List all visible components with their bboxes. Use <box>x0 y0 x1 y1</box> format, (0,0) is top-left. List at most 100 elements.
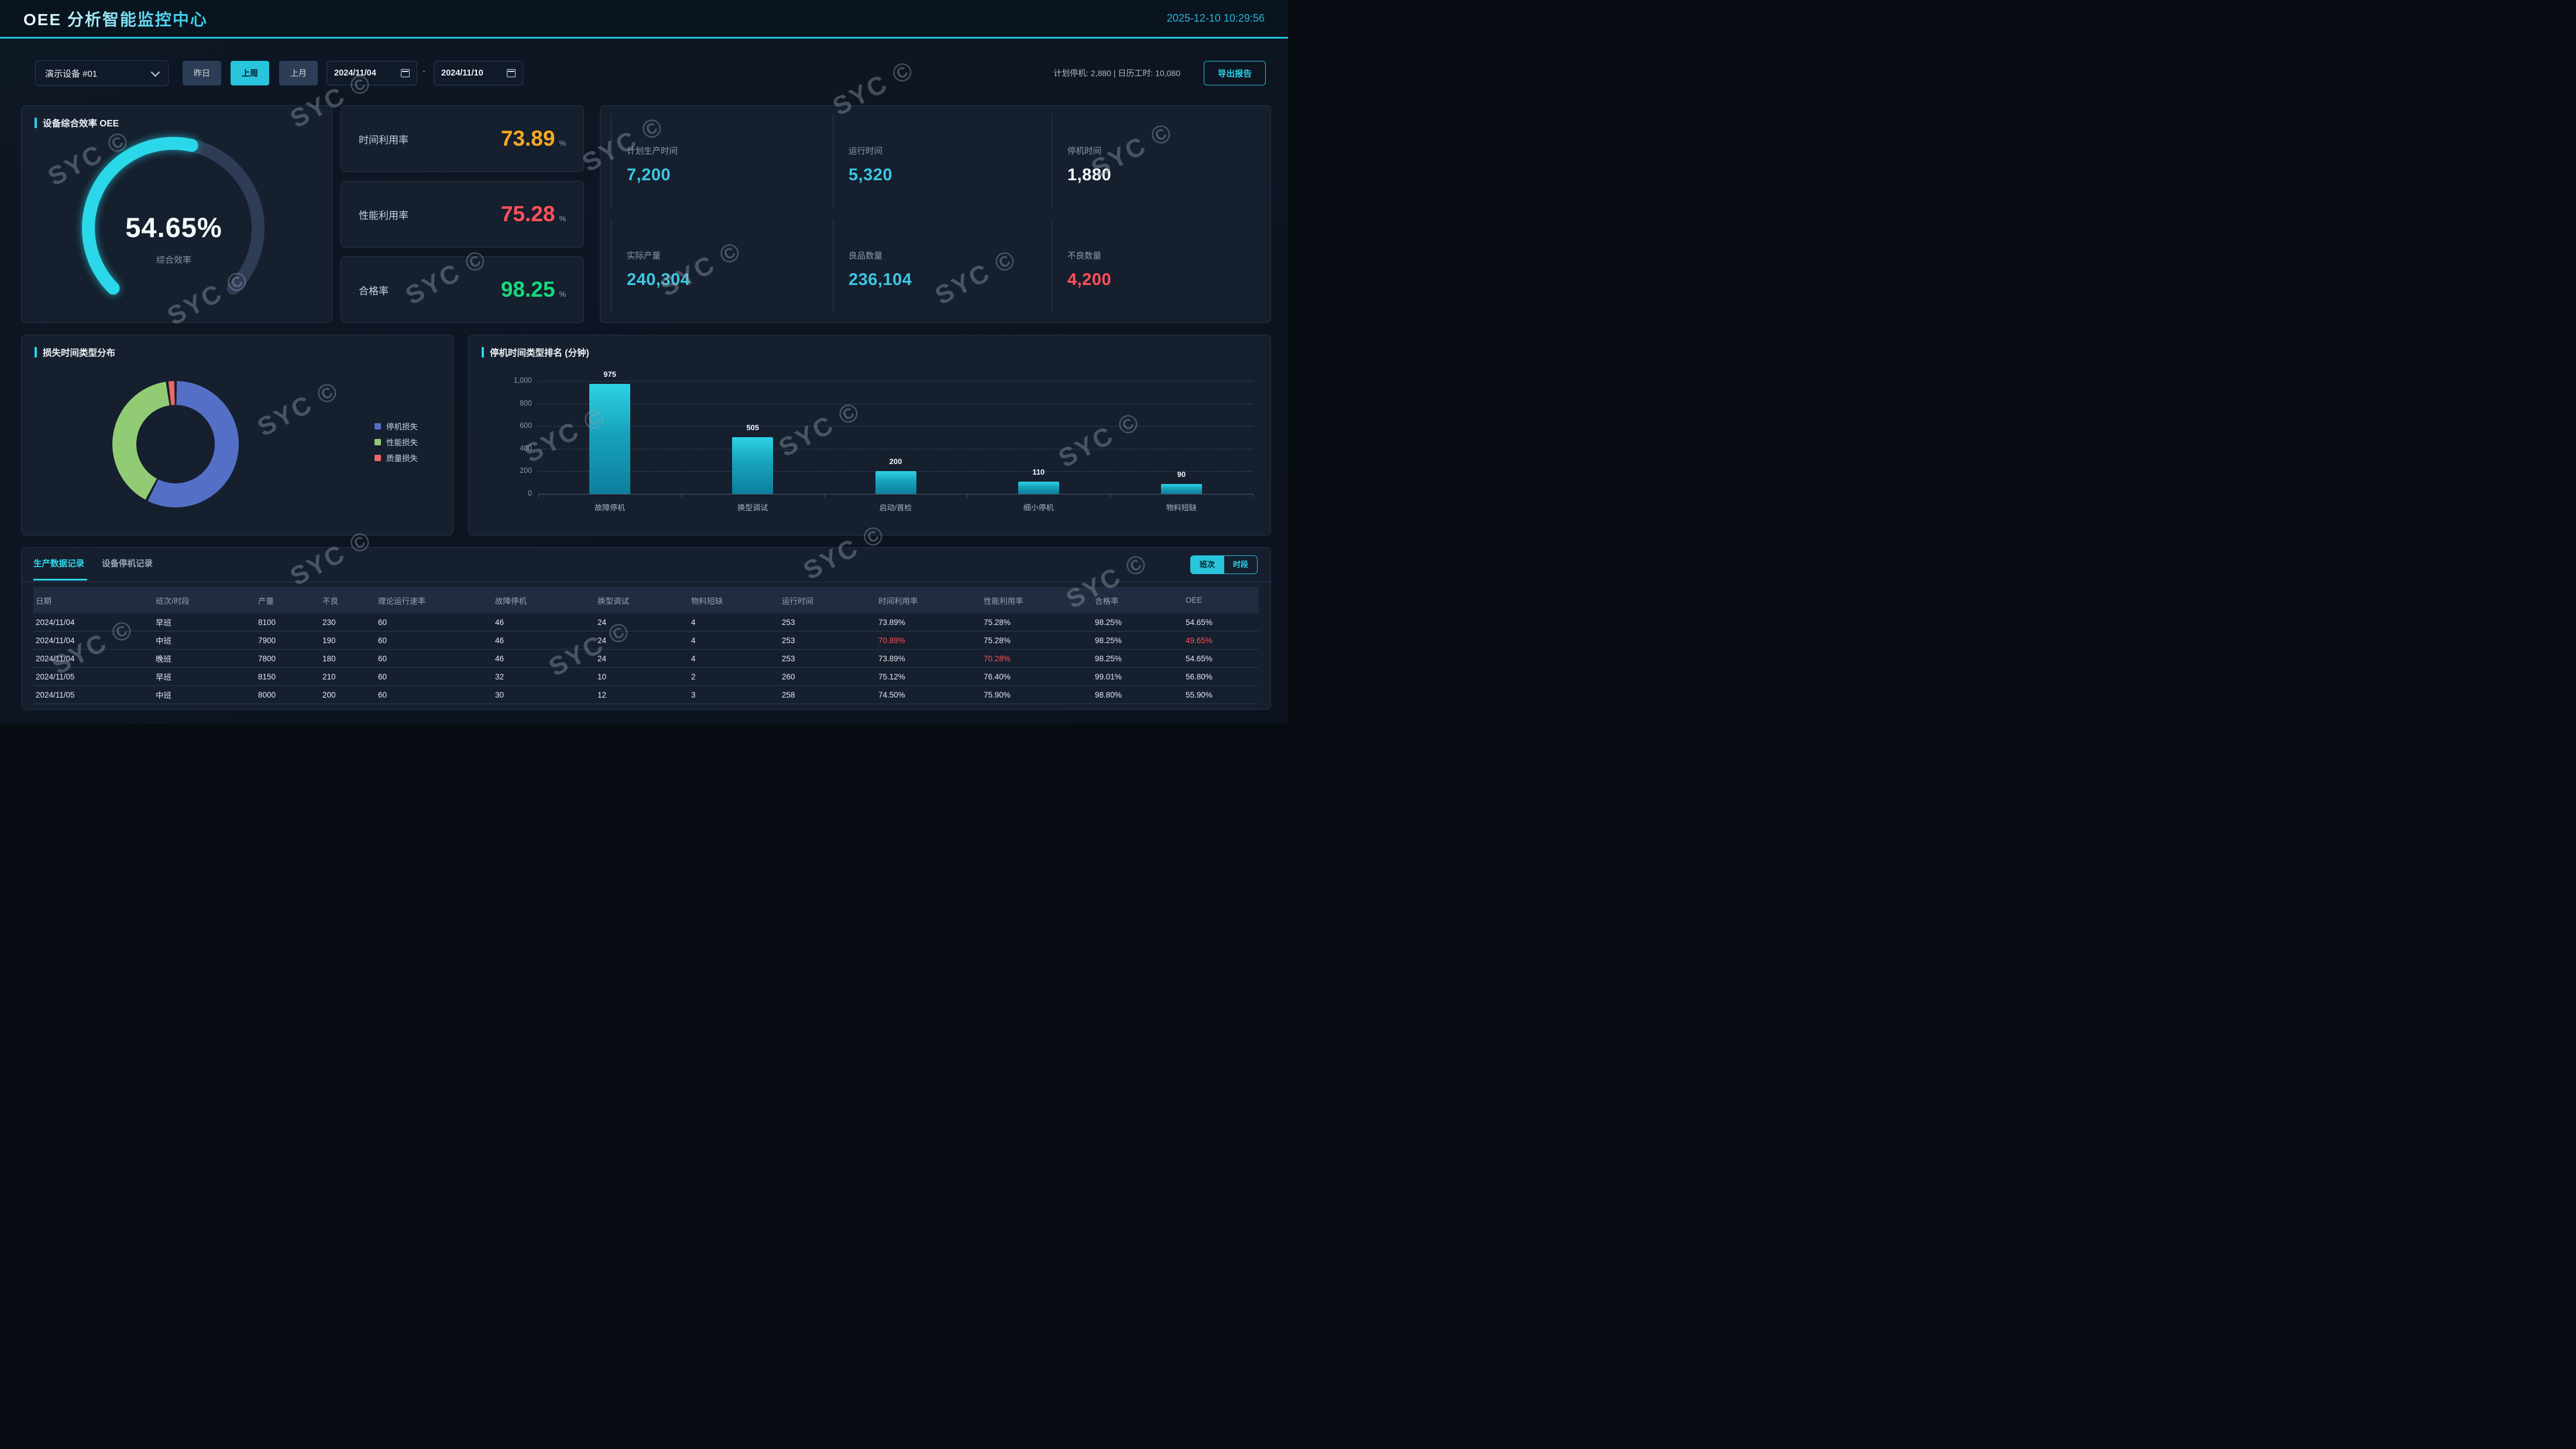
table-row[interactable]: 2024/11/05 中班 8000 200 60 30 12 3 258 74.50% 75.90… <box>33 686 1259 704</box>
table-cell: 73.89% <box>878 617 905 627</box>
range-button-2[interactable]: 上月 <box>279 61 318 85</box>
y-axis-tick-label: 200 <box>520 466 532 475</box>
column-header: 班次/时段 <box>156 596 190 606</box>
table-cell: 60 <box>378 636 387 645</box>
toolbar: 演示设备 #01 2024/11/04 - 2024/11/10 计划停机: 2… <box>0 60 1288 87</box>
table-cell: 253 <box>782 654 795 663</box>
column-header: 产量 <box>258 596 274 606</box>
toggle-period-button[interactable]: 时段 <box>1224 555 1258 574</box>
legend-label: 质量损失 <box>386 454 418 463</box>
table-cell: 60 <box>378 654 387 663</box>
downtime-bar-card: 停机时间类型排名 (分钟) 0 200 400 600 800 1,000 975 故障停机 5… <box>468 335 1271 535</box>
legend-item-2[interactable]: 质量损失 <box>375 452 418 463</box>
table-row[interactable]: 2024/11/04 中班 7900 190 60 46 24 4 253 70.89% 75.28… <box>33 631 1259 650</box>
y-axis-tick-label: 600 <box>520 421 532 430</box>
table-cell: 70.28% <box>984 654 1011 663</box>
table-cell: 73.89% <box>878 654 905 663</box>
column-header: 性能利用率 <box>984 596 1023 606</box>
table-cell: 70.89% <box>878 636 905 645</box>
rate-card-value-row: 98.25% <box>501 277 566 302</box>
table-row[interactable]: 2024/11/04 早班 8100 230 60 46 24 4 253 73.89% 75.28… <box>33 613 1259 631</box>
device-select[interactable]: 演示设备 #01 <box>35 60 169 86</box>
range-button-0[interactable]: 昨日 <box>183 61 221 85</box>
y-axis-tick-label: 400 <box>520 444 532 452</box>
title-accent-bar <box>35 347 37 358</box>
table-cell: 180 <box>322 654 336 663</box>
table-cell: 260 <box>782 672 795 681</box>
rate-card-label: 性能利用率 <box>359 210 408 221</box>
stat-value: 5,320 <box>849 166 893 184</box>
column-header: 日期 <box>36 596 51 606</box>
date-to-value: 2024/11/10 <box>441 68 483 78</box>
table-cell: 46 <box>495 617 504 627</box>
x-axis-category-label: 换型调试 <box>737 503 768 512</box>
table-cell: 253 <box>782 636 795 645</box>
legend-item-1[interactable]: 性能损失 <box>375 436 418 448</box>
stat-label: 计划生产时间 <box>627 147 678 156</box>
table-cell: 60 <box>378 690 387 699</box>
donut-card-title: 损失时间类型分布 <box>35 346 115 359</box>
tab-downtime-records[interactable]: 设备停机记录 <box>102 559 153 569</box>
chevron-down-icon <box>150 67 160 77</box>
device-select-value: 演示设备 #01 <box>45 68 98 79</box>
title-accent-bar <box>482 347 484 358</box>
table-cell: 24 <box>597 636 607 645</box>
bar-value-label: 975 <box>603 369 616 379</box>
bar-3[interactable] <box>1018 481 1059 494</box>
rate-card-unit: % <box>559 214 566 223</box>
table-cell: 75.28% <box>984 636 1011 645</box>
loss-donut-chart <box>112 381 239 507</box>
legend-swatch <box>375 423 381 430</box>
tab-production-records[interactable]: 生产数据记录 <box>33 559 84 569</box>
toggle-shift-button[interactable]: 班次 <box>1190 555 1224 574</box>
table-cell: 4 <box>691 654 696 663</box>
bar-4[interactable] <box>1160 483 1202 494</box>
table-cell: 75.28% <box>984 617 1011 627</box>
table-cell: 46 <box>495 654 504 663</box>
page-title: OEE 分析智能监控中心 <box>23 7 208 30</box>
stat-cell-0: 计划生产时间 7,200 <box>611 114 833 208</box>
bar-2[interactable] <box>875 471 916 494</box>
bar-0[interactable] <box>589 383 631 494</box>
rate-card-value: 73.89 <box>500 126 555 150</box>
y-axis-tick-label: 0 <box>528 489 532 497</box>
stat-label: 良品数量 <box>849 252 882 261</box>
stat-cell-2: 停机时间 1,880 <box>1052 114 1272 208</box>
view-toggle-group: 班次 时段 <box>1190 555 1258 574</box>
table-cell: 76.40% <box>984 672 1011 681</box>
column-header: 故障停机 <box>495 596 527 606</box>
records-table-card: 生产数据记录 设备停机记录 班次 时段 日期 班次/时段 产量 不良 理论运行速率 故障停… <box>21 547 1271 710</box>
date-from-input[interactable]: 2024/11/04 <box>327 61 417 85</box>
y-axis-tick-label: 800 <box>520 399 532 407</box>
table-cell: 2 <box>691 672 696 681</box>
active-tab-underline <box>33 579 87 581</box>
x-axis-line <box>538 494 1253 495</box>
table-cell: 晚班 <box>156 655 171 664</box>
export-report-button[interactable]: 导出报告 <box>1204 61 1266 85</box>
bar-1[interactable] <box>732 437 774 494</box>
table-cell: 7800 <box>258 654 276 663</box>
table-row[interactable]: 2024/11/04 晚班 7800 180 60 46 24 4 253 73.89% 70.28… <box>33 650 1259 668</box>
column-header: 理论运行速率 <box>378 596 425 606</box>
x-axis-tick <box>967 494 968 497</box>
table-cell: 54.65% <box>1186 654 1213 663</box>
table-header-row: 日期 班次/时段 产量 不良 理论运行速率 故障停机 换型调试 物料短缺 运行时间 时间利用率 性能… <box>33 587 1259 613</box>
stat-label: 停机时间 <box>1067 147 1101 156</box>
table-cell: 99.01% <box>1095 672 1122 681</box>
rate-card-value-row: 75.28% <box>501 202 566 226</box>
table-row[interactable]: 2024/11/05 早班 8150 210 60 32 10 2 260 75.12% 76.40… <box>33 668 1259 686</box>
table-cell: 24 <box>597 617 607 627</box>
date-to-input[interactable]: 2024/11/10 <box>434 61 523 85</box>
x-axis-category-label: 故障停机 <box>595 503 626 512</box>
table-cell: 2024/11/05 <box>36 690 75 699</box>
range-button-1[interactable]: 上周 <box>231 61 269 85</box>
table-cell: 200 <box>322 690 336 699</box>
table-cell: 中班 <box>156 637 171 645</box>
legend-label: 停机损失 <box>386 423 418 431</box>
oee-gauge-value: 54.65% <box>125 212 222 243</box>
stat-label: 运行时间 <box>849 147 882 156</box>
bar-value-label: 505 <box>746 423 760 432</box>
legend-item-0[interactable]: 停机损失 <box>375 420 418 432</box>
table-cell: 98.80% <box>1095 690 1122 699</box>
table-cell: 46 <box>495 636 504 645</box>
